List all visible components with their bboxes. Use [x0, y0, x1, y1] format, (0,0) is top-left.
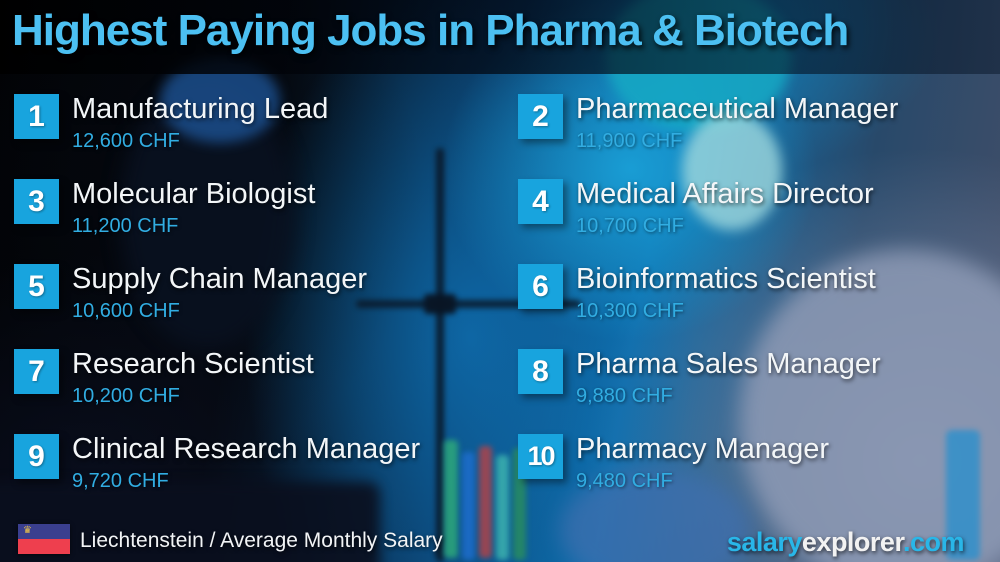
job-entry-5: 5 Supply Chain Manager 10,600 CHF — [14, 262, 518, 347]
job-entry-7: 7 Research Scientist 10,200 CHF — [14, 347, 518, 432]
rank-badge: 3 — [14, 179, 59, 224]
page-title: Highest Paying Jobs in Pharma & Biotech — [12, 6, 849, 55]
job-salary: 12,600 CHF — [72, 130, 180, 152]
job-salary: 9,720 CHF — [72, 470, 169, 492]
job-text: Clinical Research Manager 9,720 CHF — [72, 432, 420, 493]
job-entry-3: 3 Molecular Biologist 11,200 CHF — [14, 177, 518, 262]
rank-badge: 8 — [518, 349, 563, 394]
lab-stand-crossbar — [356, 300, 581, 308]
flag-red-band — [18, 539, 70, 554]
job-text: Research Scientist 10,200 CHF — [72, 347, 314, 408]
rank-badge: 9 — [14, 434, 59, 479]
job-title: Supply Chain Manager — [72, 263, 368, 295]
job-salary: 10,700 CHF — [576, 215, 684, 237]
rank-badge: 7 — [14, 349, 59, 394]
rank-badge: 6 — [518, 264, 563, 309]
job-text: Molecular Biologist 11,200 CHF — [72, 177, 315, 238]
job-entry-1: 1 Manufacturing Lead 12,600 CHF — [14, 92, 518, 177]
test-tube-blue — [462, 452, 475, 560]
brand-logo: salaryexplorer.com — [726, 527, 965, 558]
job-text: Pharma Sales Manager 9,880 CHF — [576, 347, 881, 408]
liechtenstein-flag: ♛ — [18, 524, 70, 554]
brand-explorer: explorer — [801, 527, 904, 557]
brand-dotcom: .com — [902, 527, 965, 557]
job-title: Bioinformatics Scientist — [576, 263, 876, 295]
flask-right — [946, 430, 980, 560]
test-tube-teal — [496, 455, 509, 560]
job-title: Pharmaceutical Manager — [576, 93, 899, 125]
job-list: 1 Manufacturing Lead 12,600 CHF 2 Pharma… — [14, 92, 986, 517]
footer-caption: Liechtenstein / Average Monthly Salary — [80, 529, 443, 552]
job-title: Molecular Biologist — [72, 178, 316, 210]
job-entry-6: 6 Bioinformatics Scientist 10,300 CHF — [518, 262, 986, 347]
job-title: Pharmacy Manager — [576, 433, 830, 465]
crown-icon: ♛ — [23, 525, 32, 536]
job-salary: 9,480 CHF — [576, 470, 673, 492]
rank-badge: 2 — [518, 94, 563, 139]
job-entry-8: 8 Pharma Sales Manager 9,880 CHF — [518, 347, 986, 432]
job-text: Medical Affairs Director 10,700 CHF — [576, 177, 874, 238]
scientist-right-mask — [682, 112, 782, 230]
rank-badge: 4 — [518, 179, 563, 224]
job-entry-2: 2 Pharmaceutical Manager 11,900 CHF — [518, 92, 986, 177]
job-title: Pharma Sales Manager — [576, 348, 881, 380]
job-title: Research Scientist — [72, 348, 314, 380]
job-title: Clinical Research Manager — [72, 433, 421, 465]
job-salary: 11,200 CHF — [72, 215, 179, 237]
job-text: Supply Chain Manager 10,600 CHF — [72, 262, 367, 323]
job-entry-10: 10 Pharmacy Manager 9,480 CHF — [518, 432, 986, 517]
job-text: Pharmacy Manager 9,480 CHF — [576, 432, 829, 493]
job-salary: 10,200 CHF — [72, 385, 180, 407]
flag-blue-band — [18, 524, 70, 539]
job-text: Bioinformatics Scientist 10,300 CHF — [576, 262, 876, 323]
gloved-hand — [560, 470, 750, 562]
brand-salary: salary — [726, 527, 803, 557]
job-title: Medical Affairs Director — [576, 178, 874, 210]
test-tube-red — [479, 446, 492, 558]
job-entry-4: 4 Medical Affairs Director 10,700 CHF — [518, 177, 986, 262]
job-text: Manufacturing Lead 12,600 CHF — [72, 92, 328, 153]
rank-badge: 10 — [518, 434, 563, 479]
job-salary: 9,880 CHF — [576, 385, 673, 407]
job-entry-9: 9 Clinical Research Manager 9,720 CHF — [14, 432, 518, 517]
rank-badge: 1 — [14, 94, 59, 139]
test-tube-green — [444, 440, 458, 558]
job-title: Manufacturing Lead — [72, 93, 329, 125]
job-salary: 10,600 CHF — [72, 300, 180, 322]
lab-stand-rod — [436, 148, 444, 562]
job-text: Pharmaceutical Manager 11,900 CHF — [576, 92, 898, 153]
job-salary: 10,300 CHF — [576, 300, 684, 322]
header-shade — [0, 0, 1000, 74]
job-salary: 11,900 CHF — [576, 130, 683, 152]
lab-stand-clamp — [424, 294, 456, 314]
rank-badge: 5 — [14, 264, 59, 309]
